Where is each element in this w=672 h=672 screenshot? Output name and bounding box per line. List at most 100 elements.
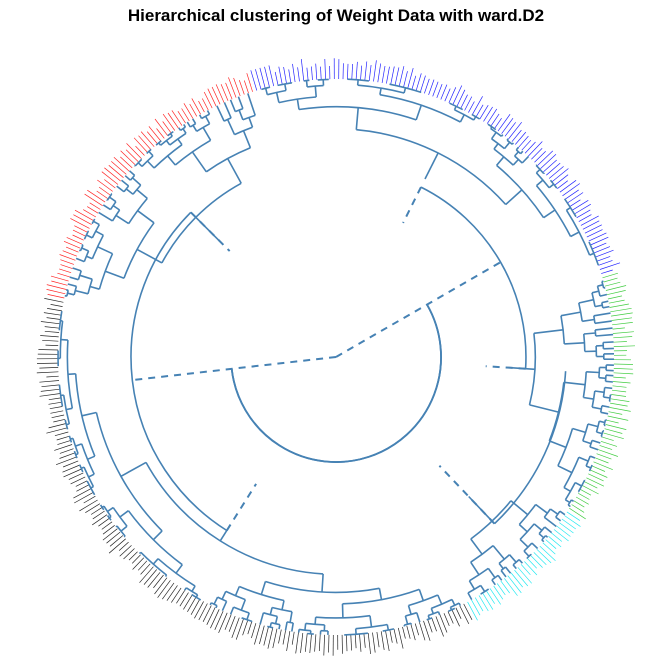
branch-link xyxy=(424,152,439,180)
branch-link xyxy=(278,624,281,630)
leaf-label-mark xyxy=(381,65,386,83)
branch-link xyxy=(504,566,512,574)
leaf-label-mark xyxy=(367,633,371,655)
leaf-label-mark xyxy=(436,83,443,99)
leaf-label-mark xyxy=(47,308,62,312)
branch-arc xyxy=(298,628,311,632)
branch-link xyxy=(470,538,483,555)
branch-link xyxy=(492,545,505,560)
leaf-label-mark xyxy=(39,380,60,383)
branch-arc xyxy=(603,419,607,426)
leaf-label-mark xyxy=(50,304,63,307)
branch-link xyxy=(605,380,613,383)
leaf-label-mark xyxy=(520,564,531,576)
leaf-label-mark xyxy=(593,461,613,471)
branch-arc xyxy=(347,78,369,82)
branch-link xyxy=(115,525,118,528)
branch-link xyxy=(549,508,559,515)
leaf-label-mark xyxy=(510,572,523,588)
leaf-label-mark xyxy=(324,58,326,80)
leaf-label-mark xyxy=(233,77,241,97)
leaf-label-mark xyxy=(359,633,362,652)
leaf-label-mark xyxy=(584,224,602,234)
merge-arc xyxy=(420,186,527,369)
branch-link xyxy=(274,616,279,624)
leaf-label-mark xyxy=(104,179,116,189)
leaf-label-mark xyxy=(557,180,569,189)
leaf-label-mark xyxy=(60,264,73,269)
leaf-label-mark xyxy=(190,599,201,615)
branch-arc xyxy=(191,593,202,601)
leaf-label-mark xyxy=(70,218,90,229)
leaf-label-mark xyxy=(72,229,86,237)
branch-link xyxy=(240,599,247,611)
branch-link xyxy=(213,596,219,605)
leaf-label-mark xyxy=(39,367,59,369)
leaf-label-mark xyxy=(191,98,201,115)
branch-link xyxy=(247,93,256,116)
leaf-label-mark xyxy=(108,165,124,178)
leaf-label-mark xyxy=(468,101,475,113)
leaf-label-mark xyxy=(582,220,600,230)
branch-link xyxy=(136,248,163,264)
branch-link xyxy=(559,510,566,516)
leaf-label-mark xyxy=(57,440,71,445)
leaf-label-mark xyxy=(60,259,75,265)
leaf-label-mark xyxy=(467,601,478,621)
leaf-label-mark xyxy=(300,632,304,653)
leaf-label-mark xyxy=(73,488,92,499)
leaf-label-mark xyxy=(98,517,110,527)
leaf-label-mark xyxy=(43,312,62,316)
branch-link xyxy=(490,126,493,130)
leaf-label-mark xyxy=(63,240,81,249)
branch-link xyxy=(175,564,183,574)
branch-link xyxy=(600,411,609,415)
branch-link xyxy=(125,188,134,195)
branch-link xyxy=(275,92,280,103)
leaf-label-mark xyxy=(394,67,400,86)
branch-arc xyxy=(588,241,600,266)
branch-link xyxy=(108,515,112,519)
leaf-label-mark xyxy=(402,626,406,639)
branch-arc xyxy=(467,584,482,594)
branch-link xyxy=(229,606,235,615)
leaf-label-mark xyxy=(609,303,629,308)
leaf-label-mark xyxy=(47,294,65,299)
leaf-label-mark xyxy=(380,631,385,650)
branch-link xyxy=(169,133,173,137)
leaf-label-mark xyxy=(580,215,599,226)
leaf-label-mark xyxy=(46,317,61,320)
leaf-label-mark xyxy=(246,73,253,92)
branch-link xyxy=(549,440,567,449)
leaf-label-mark xyxy=(84,193,103,207)
branch-arc xyxy=(602,387,606,398)
branch-link xyxy=(589,252,595,256)
branch-link xyxy=(403,87,407,94)
leaf-label-mark xyxy=(96,190,108,199)
leaf-label-mark xyxy=(610,307,632,313)
leaf-label-mark xyxy=(73,214,92,225)
leaf-label-mark xyxy=(44,330,60,333)
branch-link xyxy=(314,86,317,98)
leaf-label-mark xyxy=(346,634,348,652)
leaf-label-mark xyxy=(490,113,500,127)
branch-link xyxy=(137,162,143,167)
leaf-label-mark xyxy=(189,103,198,117)
branch-link xyxy=(195,594,199,598)
branch-link xyxy=(97,246,113,255)
leaf-label-mark xyxy=(300,59,305,81)
leaf-label-mark xyxy=(263,626,269,646)
leaf-label-mark xyxy=(537,150,554,166)
branch-link xyxy=(594,320,612,325)
branch-link xyxy=(90,485,94,489)
leaf-label-mark xyxy=(553,529,569,542)
leaf-label-mark xyxy=(198,100,205,113)
branch-link xyxy=(192,118,197,125)
branch-link xyxy=(586,371,600,374)
branch-link xyxy=(557,465,573,474)
leaf-label-mark xyxy=(373,60,377,82)
leaf-label-mark xyxy=(534,151,546,163)
branch-link xyxy=(116,185,125,193)
leaf-label-mark xyxy=(228,77,237,98)
leaf-label-mark xyxy=(471,599,481,616)
